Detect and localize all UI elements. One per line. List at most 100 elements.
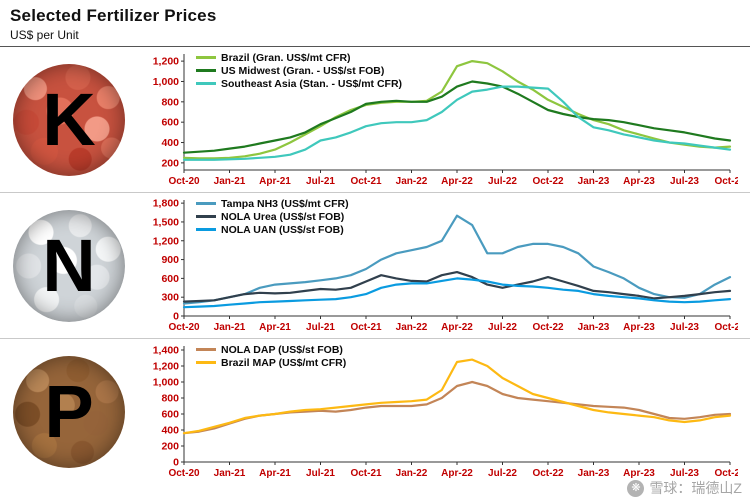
legend-item: Brazil MAP (US$/mt CFR) — [196, 357, 346, 369]
legend-swatch — [196, 82, 216, 85]
legend-swatch — [196, 215, 216, 218]
y-axis-tick-label: 1,400 — [153, 344, 179, 356]
x-axis-tick-label: Jul-23 — [670, 322, 699, 333]
y-axis-tick-label: 200 — [161, 440, 179, 452]
x-axis-tick-label: Oct-21 — [350, 322, 382, 333]
x-axis-tick-label: Apr-23 — [623, 322, 655, 333]
y-axis-tick-label: 0 — [173, 310, 179, 322]
y-axis-tick-label: 1,800 — [153, 197, 179, 209]
x-axis-tick-label: Oct-23 — [714, 322, 738, 333]
line-chart-svg: 200 400 600 800 1,000 1,200 Oct-20 Jan-21 Apr-21… — [153, 53, 738, 187]
x-axis-tick-label: Apr-22 — [441, 176, 473, 187]
section-divider-2 — [0, 338, 750, 339]
x-axis-tick-label: Apr-22 — [441, 468, 473, 479]
y-axis-tick-label: 1,200 — [153, 55, 179, 67]
legend-label: Tampa NH3 (US$/mt CFR) — [221, 197, 349, 210]
legend: NOLA DAP (US$/st FOB) Brazil MAP (US$/mt … — [196, 344, 346, 369]
legend-label: US Midwest (Gran. - US$/st FOB) — [221, 64, 385, 77]
legend-item: Southeast Asia (Stan. - US$/mt CFR) — [196, 78, 402, 90]
y-axis-tick-label: 900 — [161, 254, 179, 266]
x-axis-tick-label: Oct-22 — [532, 322, 564, 333]
x-axis-tick-label: Jul-21 — [306, 322, 335, 333]
y-axis-tick-label: 0 — [173, 456, 179, 468]
panel-phosphate: P 0 200 400 600 800 1,000 1,200 1,400 Oct-20 Jan-… — [0, 339, 750, 484]
y-axis-tick-label: 200 — [161, 157, 179, 169]
legend-item: NOLA UAN (US$/st FOB) — [196, 224, 349, 236]
series-line — [182, 270, 732, 303]
legend-item: NOLA Urea (US$/st FOB) — [196, 211, 349, 223]
x-axis-tick-label: Jul-21 — [306, 176, 335, 187]
y-axis-tick-label: 1,000 — [153, 75, 179, 87]
x-axis-tick-label: Oct-20 — [168, 468, 200, 479]
legend-swatch — [196, 69, 216, 72]
panel-nitrogen: N 0 300 600 900 1,200 1,500 1,800 Oct-20 Jan-21 A… — [0, 193, 750, 338]
x-axis-tick-label: Apr-23 — [623, 176, 655, 187]
page-title: Selected Fertilizer Prices — [10, 6, 217, 25]
legend-swatch — [196, 56, 216, 59]
x-axis-tick-label: Jan-23 — [578, 322, 610, 333]
y-axis-tick-label: 600 — [161, 272, 179, 284]
panel-potash: K 200 400 600 800 1,000 1,200 Oct-20 Jan-21 Apr-… — [0, 47, 750, 192]
series-line — [182, 84, 732, 161]
series-line — [182, 79, 732, 154]
legend: Tampa NH3 (US$/mt CFR) NOLA Urea (US$/st … — [196, 198, 349, 236]
y-axis-tick-label: 800 — [161, 96, 179, 108]
chart-nitrogen: 0 300 600 900 1,200 1,500 1,800 Oct-20 Jan-21 Apr… — [138, 196, 750, 336]
panel-letter-p: P — [44, 369, 94, 453]
y-axis-tick-label: 300 — [161, 291, 179, 303]
legend-item: US Midwest (Gran. - US$/st FOB) — [196, 65, 402, 77]
x-axis-tick-label: Apr-21 — [259, 176, 291, 187]
series-line — [182, 59, 732, 159]
y-axis-tick-label: 1,200 — [153, 360, 179, 372]
x-axis-tick-label: Jul-23 — [670, 468, 699, 479]
y-axis-tick-label: 1,200 — [153, 235, 179, 247]
legend-swatch — [196, 348, 216, 351]
x-axis-tick-label: Oct-23 — [714, 468, 738, 479]
x-axis-tick-label: Apr-21 — [259, 468, 291, 479]
y-axis-tick-label: 1,000 — [153, 376, 179, 388]
y-axis-tick-label: 400 — [161, 137, 179, 149]
legend-swatch — [196, 228, 216, 231]
x-axis-tick-label: Jul-21 — [306, 468, 335, 479]
x-axis-tick-label: Apr-21 — [259, 322, 291, 333]
x-axis-tick-label: Jul-23 — [670, 176, 699, 187]
series-line — [182, 214, 732, 305]
watermark-text: 雪球：瑞德山Z — [649, 480, 742, 496]
nitrogen-photo-wrap: N — [0, 209, 138, 322]
y-axis-tick-label: 400 — [161, 424, 179, 436]
line-chart-svg: 0 200 400 600 800 1,000 1,200 1,400 Oct-20 Jan-21… — [153, 344, 738, 479]
legend: Brazil (Gran. US$/mt CFR) US Midwest (Gra… — [196, 52, 402, 90]
x-axis-tick-label: Oct-22 — [532, 468, 564, 479]
nitrogen-prills-photo: N — [13, 209, 125, 322]
potash-granules-photo: K — [13, 63, 125, 176]
line-chart-svg: 0 300 600 900 1,200 1,500 1,800 Oct-20 Jan-21 Apr… — [153, 197, 738, 333]
x-axis-tick-label: Oct-20 — [168, 176, 200, 187]
chart-potash: 200 400 600 800 1,000 1,200 Oct-20 Jan-21 Apr-21… — [138, 50, 750, 190]
x-axis-tick-label: Oct-20 — [168, 322, 200, 333]
legend-label: Southeast Asia (Stan. - US$/mt CFR) — [221, 77, 403, 90]
x-axis-tick-label: Oct-21 — [350, 176, 382, 187]
x-axis-tick-label: Oct-22 — [532, 176, 564, 187]
x-axis-tick-label: Jul-22 — [488, 176, 517, 187]
legend-item: NOLA DAP (US$/st FOB) — [196, 344, 346, 356]
x-axis-tick-label: Oct-23 — [714, 176, 738, 187]
x-axis-tick-label: Apr-23 — [623, 468, 655, 479]
x-axis-tick-label: Jan-23 — [578, 176, 610, 187]
x-axis-tick-label: Oct-21 — [350, 468, 382, 479]
series-line — [182, 358, 732, 434]
chart-phosphate: 0 200 400 600 800 1,000 1,200 1,400 Oct-20 Jan-21… — [138, 342, 750, 482]
legend-label: Brazil (Gran. US$/mt CFR) — [221, 51, 351, 64]
page-subtitle: US$ per Unit — [10, 28, 79, 42]
legend-swatch — [196, 202, 216, 205]
x-axis-tick-label: Jan-23 — [578, 468, 610, 479]
legend-item: Brazil (Gran. US$/mt CFR) — [196, 52, 402, 64]
panel-letter-n: N — [42, 223, 96, 307]
header-divider — [0, 46, 750, 47]
x-axis-tick-label: Jan-21 — [214, 322, 246, 333]
watermark: ❋ 雪球：瑞德山Z — [627, 478, 742, 498]
x-axis-tick-label: Jan-22 — [396, 468, 428, 479]
legend-label: NOLA DAP (US$/st FOB) — [221, 343, 343, 356]
legend-label: Brazil MAP (US$/mt CFR) — [221, 356, 347, 369]
series-line — [182, 380, 732, 434]
series-line — [182, 276, 732, 308]
